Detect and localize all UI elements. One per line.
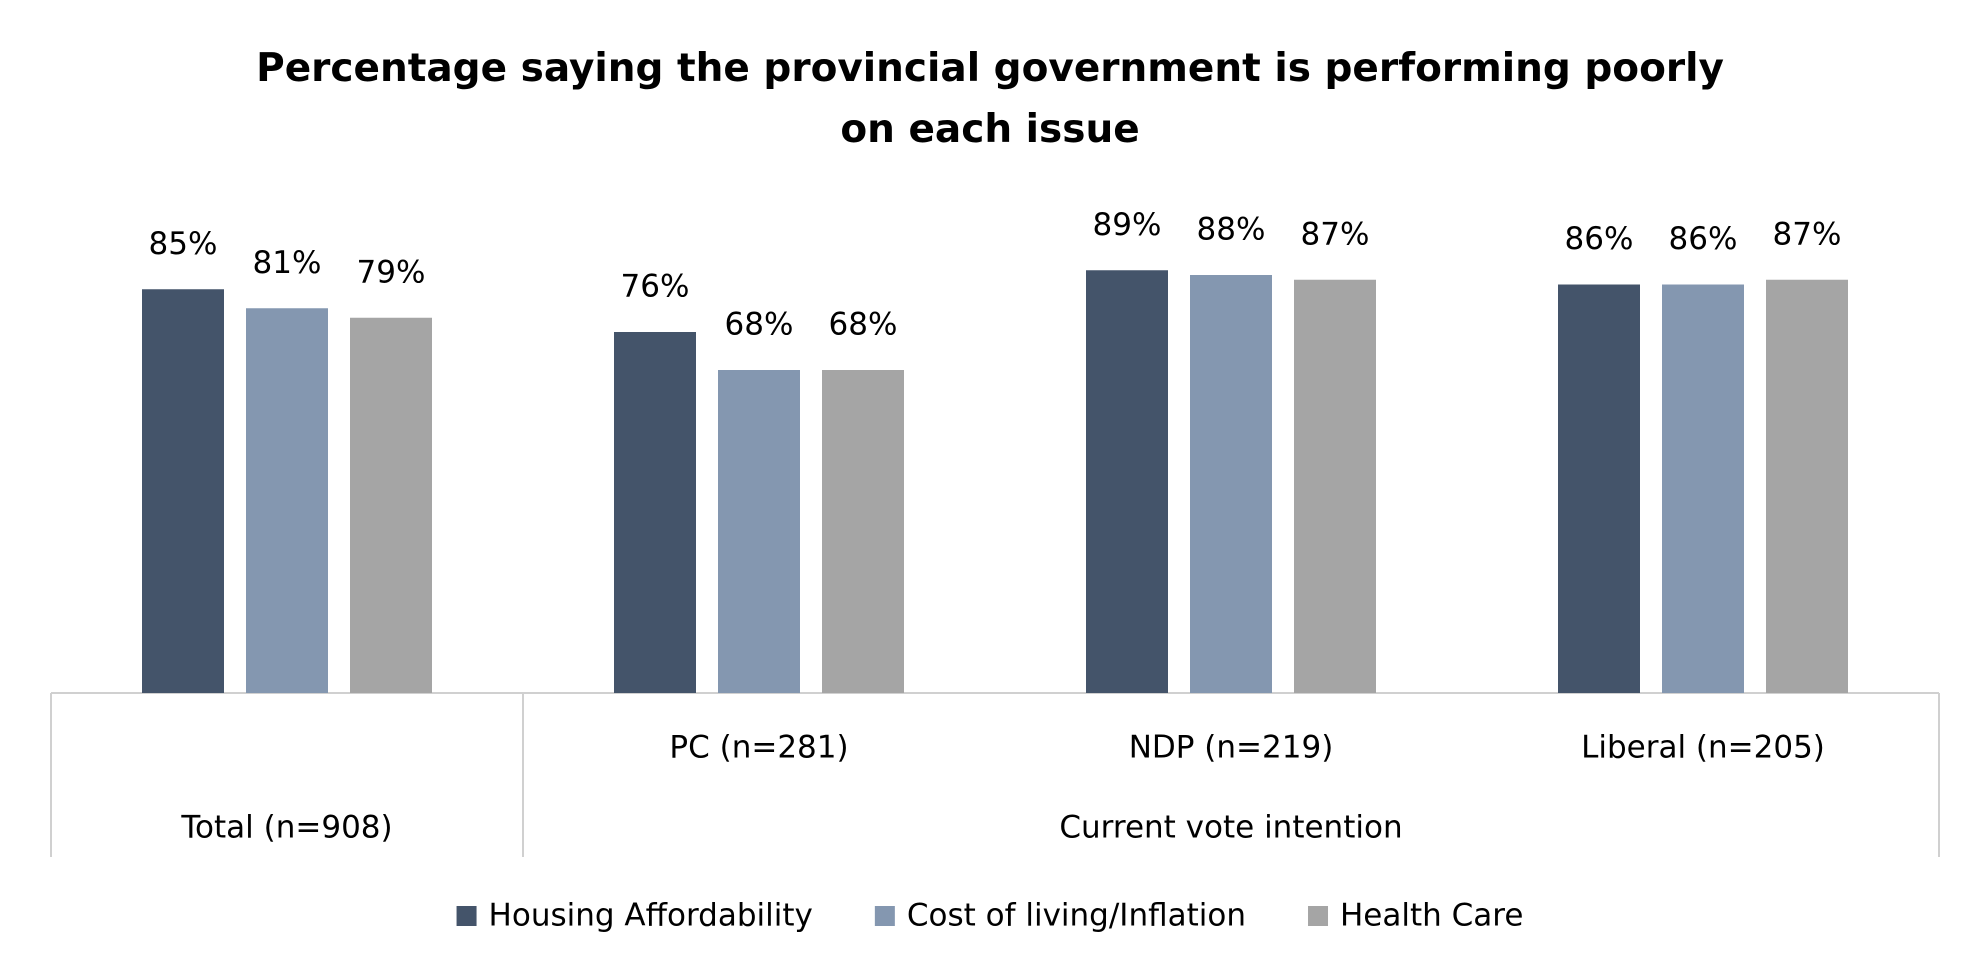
data-label: 68%: [725, 307, 794, 343]
legend-swatch: [456, 906, 477, 926]
bar: [1662, 284, 1744, 693]
group-label: Current vote intention: [1059, 810, 1402, 846]
legend-swatch: [874, 906, 895, 926]
bar: [142, 289, 224, 693]
chart-title: Percentage saying the provincial governm…: [256, 46, 1724, 152]
data-label: 81%: [253, 245, 322, 281]
bar: [246, 308, 328, 693]
data-label: 79%: [357, 254, 426, 290]
data-label: 87%: [1301, 216, 1370, 252]
bar: [1558, 284, 1640, 693]
x-tick-label: PC (n=281): [669, 730, 848, 766]
bar: [1766, 279, 1848, 693]
bar: [1086, 270, 1168, 693]
bar: [350, 317, 432, 693]
data-label: 86%: [1669, 221, 1738, 257]
data-label: 76%: [621, 269, 690, 305]
legend-swatch: [1308, 906, 1329, 926]
legend-label: Housing Affordability: [489, 898, 813, 934]
x-tick-label: Total (n=908): [180, 810, 392, 846]
bar: [1190, 275, 1272, 693]
x-tick-label: Liberal (n=205): [1581, 730, 1825, 766]
data-label: 68%: [829, 307, 898, 343]
x-tick-label: NDP (n=219): [1129, 730, 1334, 766]
data-label: 85%: [149, 226, 218, 262]
bar: [822, 370, 904, 693]
data-label: 88%: [1197, 212, 1266, 248]
legend-label: Cost of living/Inflation: [907, 898, 1246, 934]
bar: [614, 332, 696, 693]
bar: [718, 370, 800, 693]
bar: [1294, 279, 1376, 693]
data-label: 86%: [1565, 221, 1634, 257]
legend-label: Health Care: [1340, 898, 1523, 934]
data-label: 89%: [1093, 207, 1162, 243]
data-label: 87%: [1773, 216, 1842, 252]
